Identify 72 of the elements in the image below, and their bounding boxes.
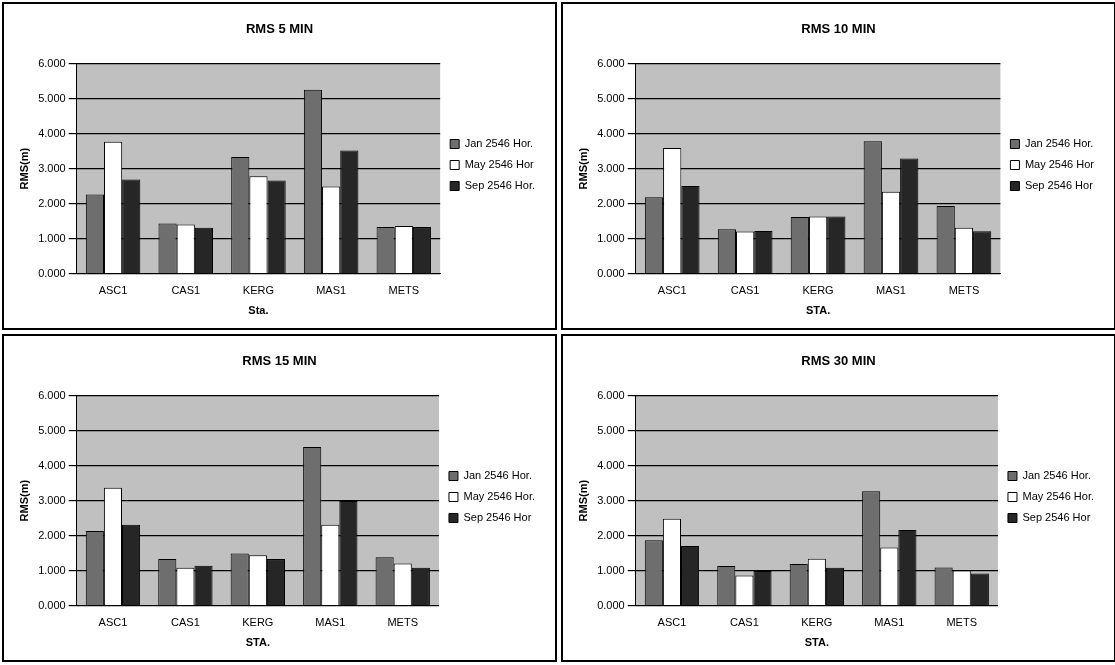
y-tick-label: 6.000 — [597, 56, 625, 69]
x-tick-label: MAS1 — [876, 284, 906, 297]
y-tick-label: 5.000 — [597, 91, 625, 104]
legend-label: May 2546 Hor — [464, 158, 535, 171]
x-tick-label: CAS1 — [730, 284, 760, 297]
y-tick-label: 4.000 — [597, 458, 625, 471]
y-tick-label: 2.000 — [38, 528, 66, 541]
y-tick-label: 2.000 — [597, 196, 625, 209]
x-axis-title: STA. — [245, 636, 270, 649]
x-tick-label: ASC1 — [657, 284, 687, 297]
x-axis-title: Sta. — [248, 304, 269, 317]
y-tick-label: 1.000 — [597, 563, 625, 576]
x-tick-label: ASC1 — [98, 616, 128, 629]
x-tick-label: METS — [948, 284, 980, 297]
y-tick-label: 1.000 — [38, 563, 66, 576]
x-tick-label: CAS1 — [730, 616, 759, 629]
y-tick-label: 6.000 — [597, 388, 625, 401]
x-tick-label: KERG — [242, 616, 274, 629]
y-tick-label: 2.000 — [38, 196, 66, 209]
y-tick-label: 4.000 — [38, 126, 66, 139]
x-tick-label: KERG — [802, 284, 834, 297]
x-tick-label: METS — [387, 616, 419, 629]
legend-label: Jan 2546 Hor. — [463, 469, 532, 482]
legend-label: Sep 2546 Hor. — [464, 179, 536, 192]
y-tick-label: 3.000 — [38, 161, 66, 174]
chart-title: RMS 30 MIN — [801, 353, 876, 369]
legend-label: Jan 2546 Hor. — [1022, 469, 1091, 482]
legend-label: May 2546 Hor — [1024, 158, 1095, 171]
chart-title: RMS 15 MIN — [242, 353, 317, 369]
y-tick-label: 0.000 — [38, 266, 66, 279]
y-tick-label: 1.000 — [38, 231, 66, 244]
x-tick-label: KERG — [242, 284, 275, 297]
y-tick-label: 0.000 — [597, 266, 625, 279]
x-tick-label: METS — [388, 284, 420, 297]
y-tick-label: 5.000 — [597, 423, 625, 436]
x-tick-label: KERG — [801, 616, 833, 629]
chart-title: RMS 5 MIN — [245, 21, 314, 37]
x-axis-title: STA. — [805, 304, 831, 317]
y-tick-label: 3.000 — [597, 493, 625, 506]
x-tick-label: MAS1 — [316, 284, 347, 297]
x-tick-label: ASC1 — [657, 616, 687, 629]
y-tick-label: 5.000 — [38, 423, 66, 436]
y-tick-label: 5.000 — [38, 91, 66, 104]
y-tick-label: 4.000 — [38, 458, 66, 471]
y-tick-label: 3.000 — [597, 161, 625, 174]
y-tick-label: 4.000 — [597, 126, 625, 139]
legend-label: Sep 2546 Hor — [1022, 511, 1091, 524]
y-axis-title: RMS(m) — [17, 147, 30, 190]
legend-label: May 2546 Hor. — [463, 490, 536, 503]
x-tick-label: CAS1 — [171, 616, 200, 629]
legend-label: Jan 2546 Hor. — [1024, 137, 1094, 150]
legend-label: Sep 2546 Hor — [463, 511, 532, 524]
y-axis-title: RMS(m) — [17, 479, 30, 522]
y-axis-title: RMS(m) — [576, 479, 589, 522]
legend-label: Jan 2546 Hor. — [464, 137, 534, 150]
x-tick-label: METS — [946, 616, 978, 629]
x-tick-label: ASC1 — [98, 284, 128, 297]
y-axis-title: RMS(m) — [576, 147, 589, 190]
y-tick-label: 3.000 — [38, 493, 66, 506]
x-tick-label: CAS1 — [171, 284, 201, 297]
legend-label: Sep 2546 Hor — [1024, 179, 1094, 192]
y-tick-label: 6.000 — [38, 388, 66, 401]
y-tick-label: 0.000 — [38, 598, 66, 611]
x-tick-label: MAS1 — [315, 616, 346, 629]
y-tick-label: 0.000 — [597, 598, 625, 611]
legend-label: May 2546 Hor. — [1022, 490, 1095, 503]
x-tick-label: MAS1 — [874, 616, 905, 629]
y-tick-label: 6.000 — [38, 56, 66, 69]
x-axis-title: STA. — [804, 636, 829, 649]
y-tick-label: 2.000 — [597, 528, 625, 541]
chart-title: RMS 10 MIN — [801, 21, 876, 37]
y-tick-label: 1.000 — [597, 231, 625, 244]
